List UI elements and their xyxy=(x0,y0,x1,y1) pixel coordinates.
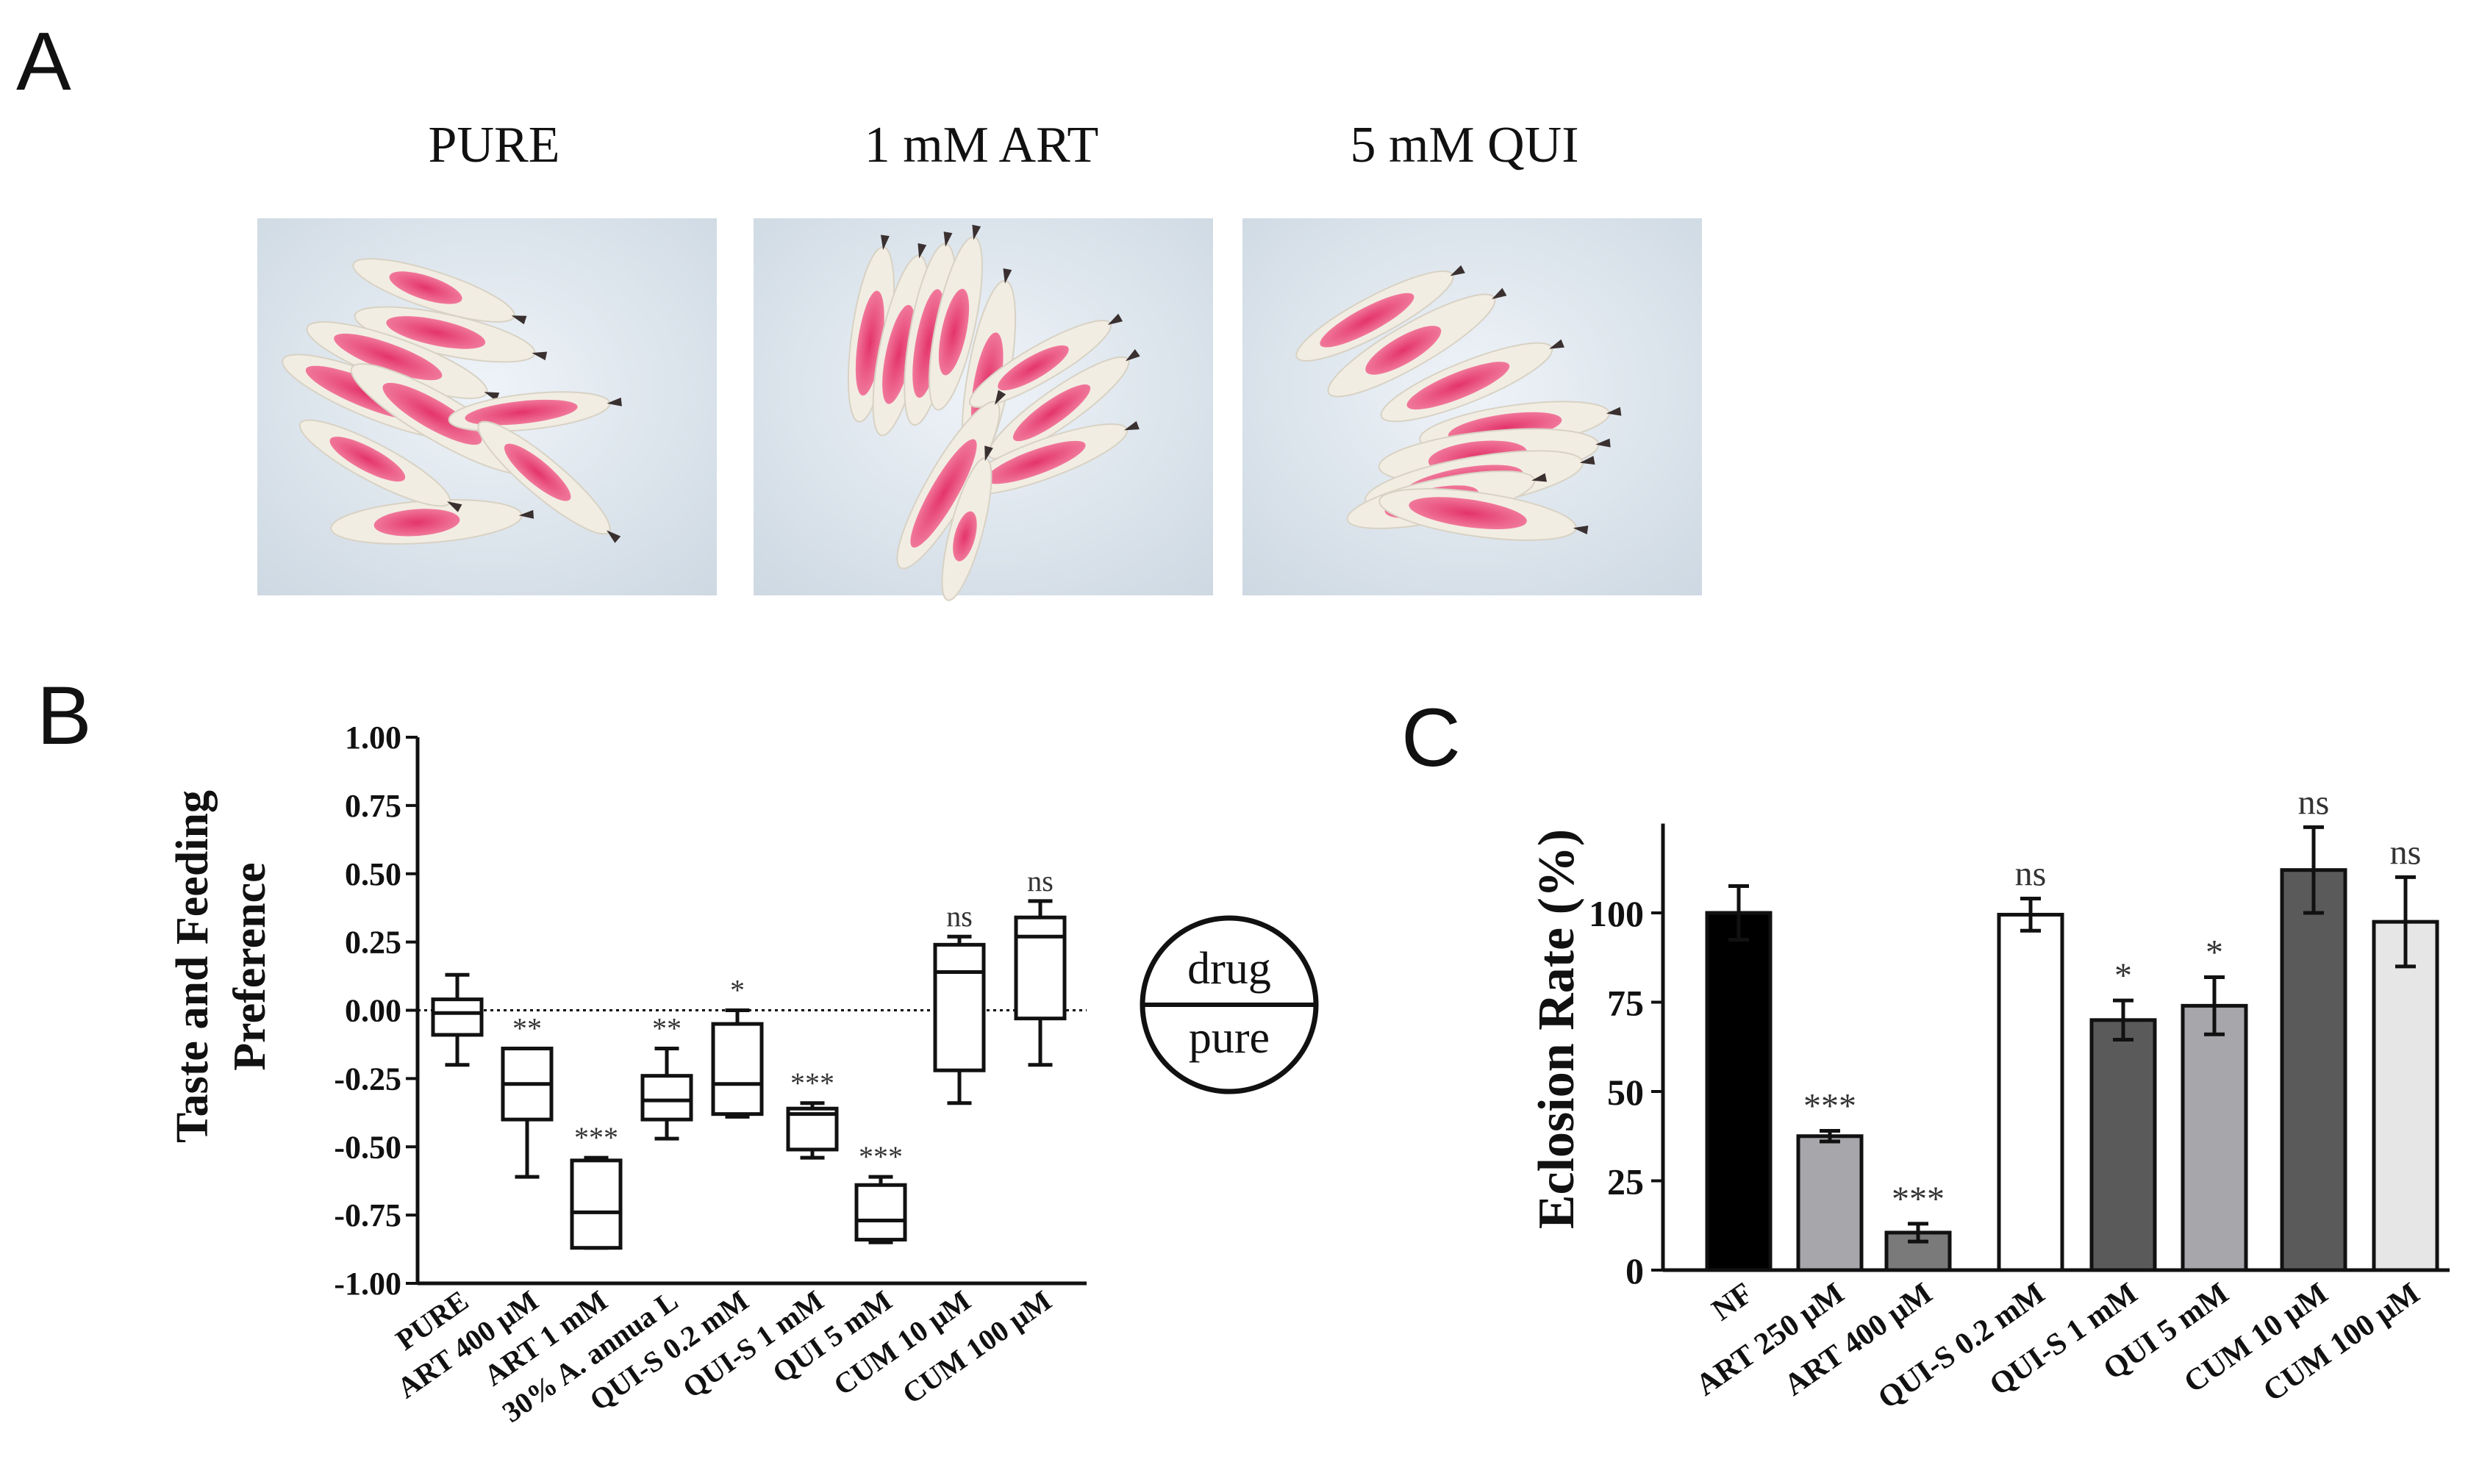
box-6: *** xyxy=(854,1140,907,1244)
significance-label: ns xyxy=(946,900,973,933)
bar xyxy=(1997,912,2064,1272)
significance-label: ns xyxy=(1027,864,1054,897)
y-tick-label: 0.00 xyxy=(345,993,401,1029)
larva xyxy=(354,306,548,363)
photo-label-pure: PURE xyxy=(429,117,560,173)
larva xyxy=(352,258,527,325)
box-iqr xyxy=(933,942,986,1072)
y-tick-label: -1.00 xyxy=(334,1266,401,1302)
box-3: ** xyxy=(640,1012,693,1141)
legend-drug-label: drug xyxy=(1187,944,1271,994)
bar xyxy=(2280,868,2347,1272)
box-8: ns xyxy=(1014,864,1067,1067)
significance-label: *** xyxy=(574,1121,618,1154)
significance-label: *** xyxy=(790,1067,834,1100)
box-iqr xyxy=(570,1158,623,1250)
larva xyxy=(298,419,462,512)
box-4: * xyxy=(711,974,764,1119)
legend-circle xyxy=(1140,915,1319,1094)
larva xyxy=(929,224,983,411)
y-tick-label: 0 xyxy=(1625,1250,1644,1291)
bar-2: *** xyxy=(1884,1180,1952,1272)
photo-label-art: 1 mM ART xyxy=(865,117,1099,173)
bar-3: ns xyxy=(1997,855,2064,1272)
larva xyxy=(306,321,500,401)
bar-5: * xyxy=(2181,933,2248,1272)
larva xyxy=(1380,339,1564,423)
y-tick-label: -0.25 xyxy=(334,1061,401,1097)
significance-label: ** xyxy=(512,1012,542,1045)
larva xyxy=(1378,488,1589,541)
bar xyxy=(2181,1003,2248,1272)
larva xyxy=(968,313,1123,408)
significance-label: ns xyxy=(2390,833,2422,872)
box-2: *** xyxy=(570,1121,623,1250)
y-tick-label: 50 xyxy=(1607,1072,1644,1113)
significance-label: *** xyxy=(859,1140,903,1173)
bar-4: * xyxy=(2089,956,2157,1272)
larva xyxy=(904,232,956,426)
drug-pure-legend: drug pure xyxy=(1140,915,1319,1094)
bar xyxy=(1705,911,1773,1272)
significance-label: ns xyxy=(2298,783,2330,822)
y-axis-label: Taste and Feeding Preference xyxy=(168,790,275,1143)
photo-qui xyxy=(1242,218,1702,595)
photo-background xyxy=(1242,218,1702,595)
x-tick-label: CUM 100 μM xyxy=(2257,1277,2425,1409)
y-tick-label: 0.50 xyxy=(345,856,401,892)
significance-label: ** xyxy=(652,1012,682,1045)
panel-a-letter: A xyxy=(16,15,71,107)
photo-label-qui: 5 mM QUI xyxy=(1350,117,1578,173)
y-tick-label: 0.25 xyxy=(345,925,401,961)
box-iqr xyxy=(711,1022,764,1116)
significance-label: * xyxy=(2206,933,2223,972)
panel-b: B 1.00 0.75 0.50 0.25 0.00 -0.25 -0.50 -0.75 -1.… xyxy=(37,670,1319,1429)
y-tick-label: -0.75 xyxy=(334,1197,401,1233)
y-tick-label: 1.00 xyxy=(345,720,401,756)
larva xyxy=(987,348,1140,460)
photo-pure xyxy=(257,218,717,595)
bar xyxy=(2372,920,2439,1272)
bar-7: ns xyxy=(2372,833,2439,1272)
larva xyxy=(477,420,621,543)
box-iqr xyxy=(640,1074,693,1122)
photo-art xyxy=(754,218,1213,601)
bar xyxy=(1796,1134,1864,1272)
bar-0 xyxy=(1705,884,1773,1272)
bar-6: ns xyxy=(2280,783,2347,1272)
larva xyxy=(941,445,993,601)
significance-label: *** xyxy=(1803,1086,1856,1125)
box-iqr xyxy=(1014,915,1067,1021)
panel-c-letter: C xyxy=(1401,692,1461,784)
y-tick-label: 75 xyxy=(1607,983,1644,1024)
bar-1: *** xyxy=(1796,1086,1864,1272)
box-plot: 1.00 0.75 0.50 0.25 0.00 -0.25 -0.50 -0.75 -1.00… xyxy=(168,720,1087,1429)
panel-a: A PURE 1 mM ART 5 mM QUI xyxy=(16,15,1702,601)
box-7: ns xyxy=(933,900,986,1105)
panel-b-letter: B xyxy=(37,670,92,761)
box-1: ** xyxy=(501,1012,554,1179)
legend-pure-label: pure xyxy=(1189,1013,1270,1063)
y-tick-label: -0.50 xyxy=(334,1129,401,1165)
significance-label: * xyxy=(2114,956,2132,995)
significance-label: * xyxy=(730,974,745,1007)
box-0 xyxy=(431,972,484,1067)
box-iqr xyxy=(431,997,484,1037)
y-tick-label: 25 xyxy=(1607,1161,1644,1202)
larva xyxy=(330,499,534,545)
bar xyxy=(2089,1018,2157,1272)
significance-label: *** xyxy=(1892,1180,1945,1219)
box-5: *** xyxy=(786,1067,839,1160)
significance-label: ns xyxy=(2015,855,2047,894)
y-tick-label: 0.75 xyxy=(345,788,401,824)
y-tick-label: 100 xyxy=(1589,893,1644,934)
larva xyxy=(1327,287,1507,398)
larva xyxy=(1295,265,1465,362)
box-iqr xyxy=(854,1183,907,1242)
x-tick-label: NF xyxy=(1706,1277,1759,1328)
y-axis-label: Eclosion Rate (%) xyxy=(1528,829,1585,1229)
